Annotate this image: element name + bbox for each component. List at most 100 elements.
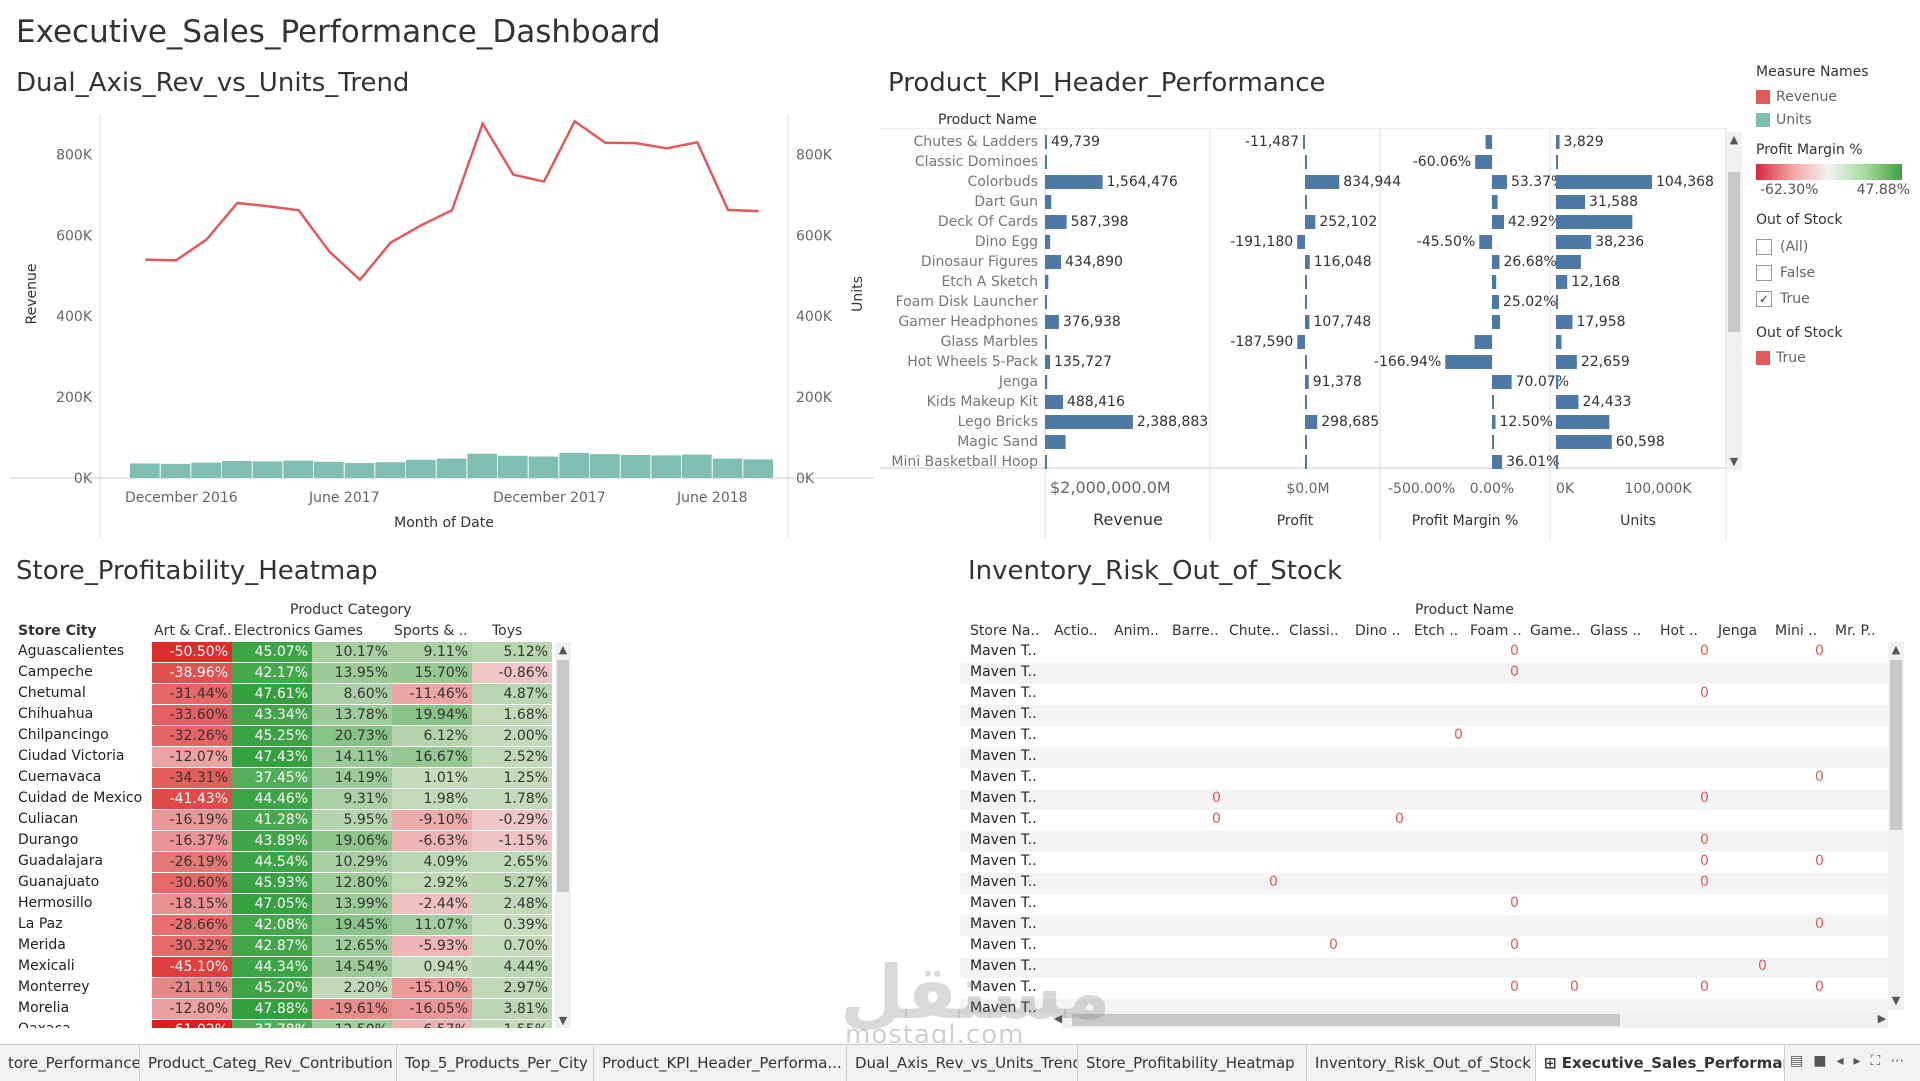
heatmap-cell[interactable]: 12.50% [312, 1020, 392, 1028]
heatmap-cell[interactable]: 19.94% [392, 705, 472, 725]
heatmap-cell[interactable]: -0.29% [472, 810, 552, 830]
heatmap-cell[interactable]: 37.45% [232, 768, 312, 788]
heatmap-cell[interactable]: 45.07% [232, 642, 312, 662]
heatmap-cell[interactable]: -6.63% [392, 831, 472, 851]
inventory-zero-mark[interactable]: 0 [1700, 853, 1709, 869]
heatmap-cell[interactable]: 12.65% [312, 936, 392, 956]
heatmap-cell[interactable]: 19.06% [312, 831, 392, 851]
heatmap-cell[interactable]: 0.94% [392, 957, 472, 977]
filter-option-true[interactable]: ✓ True [1756, 288, 1916, 307]
heatmap-cell[interactable]: -34.31% [152, 768, 232, 788]
inventory-zero-mark[interactable]: 0 [1329, 937, 1338, 953]
heatmap-cell[interactable]: -16.37% [152, 831, 232, 851]
inventory-scroll-down-icon[interactable]: ▼ [1891, 994, 1901, 1007]
heatmap-cell[interactable]: 16.67% [392, 747, 472, 767]
heatmap-cell[interactable]: 47.05% [232, 894, 312, 914]
heatmap-cell[interactable]: 42.08% [232, 915, 312, 935]
heatmap-cell[interactable]: -6.57% [392, 1020, 472, 1028]
tab-dual-axis[interactable]: Dual_Axis_Rev_vs_Units_Trend [847, 1045, 1078, 1081]
heatmap-cell[interactable]: 2.52% [472, 747, 552, 767]
heatmap-cell[interactable]: 47.43% [232, 747, 312, 767]
heatmap-cell[interactable]: 13.99% [312, 894, 392, 914]
heatmap-cell[interactable]: 1.55% [472, 1020, 552, 1028]
heatmap-cell[interactable]: -12.07% [152, 747, 232, 767]
heatmap-scroll-up-icon[interactable]: ▲ [558, 643, 568, 656]
heatmap-cell[interactable]: 14.11% [312, 747, 392, 767]
heatmap-cell[interactable]: -1.15% [472, 831, 552, 851]
checkbox-icon[interactable] [1756, 264, 1772, 281]
heatmap-cell[interactable]: 13.95% [312, 663, 392, 683]
checkbox-checked-icon[interactable]: ✓ [1756, 290, 1772, 307]
heatmap-cell[interactable]: 1.25% [472, 768, 552, 788]
heatmap-cell[interactable]: 3.81% [472, 999, 552, 1019]
heatmap-cell[interactable]: 45.20% [232, 978, 312, 998]
heatmap-cell[interactable]: 1.98% [392, 789, 472, 809]
heatmap-scroll-thumb[interactable] [557, 660, 569, 892]
heatmap-cell[interactable]: 9.11% [392, 642, 472, 662]
inventory-zero-mark[interactable]: 0 [1510, 643, 1519, 659]
heatmap-cell[interactable]: 47.88% [232, 999, 312, 1019]
inventory-zero-mark[interactable]: 0 [1700, 874, 1709, 890]
measure-item-units[interactable]: Units [1756, 109, 1916, 128]
heatmap-cell[interactable]: 45.25% [232, 726, 312, 746]
inventory-zero-mark[interactable]: 0 [1395, 811, 1404, 827]
heatmap-cell[interactable]: -9.10% [392, 810, 472, 830]
dual-axis-chart[interactable]: 800K 800K 600K 600K 400K 400K 200K 200K 0K 0K Dece… [10, 108, 880, 548]
heatmap-cell[interactable]: 10.29% [312, 852, 392, 872]
heatmap-cell[interactable]: 42.87% [232, 936, 312, 956]
heatmap-cell[interactable]: 43.34% [232, 705, 312, 725]
inventory-zero-mark[interactable]: 0 [1570, 979, 1579, 995]
inventory-hscroll-thumb[interactable] [1072, 1014, 1620, 1026]
tab-top5-products[interactable]: Top_5_Products_Per_City [397, 1045, 594, 1081]
inventory-zero-mark[interactable]: 0 [1700, 685, 1709, 701]
heatmap-cell[interactable]: 9.31% [312, 789, 392, 809]
heatmap-cell[interactable]: -30.60% [152, 873, 232, 893]
prev-tab-icon[interactable]: ◂ [1836, 1053, 1854, 1069]
inventory-zero-mark[interactable]: 0 [1815, 769, 1824, 785]
view-grid-icon[interactable]: ■ [1813, 1053, 1837, 1069]
kpi-scrollbar[interactable] [1726, 132, 1742, 470]
heatmap-cell[interactable]: 2.97% [472, 978, 552, 998]
heatmap-cell[interactable]: 5.95% [312, 810, 392, 830]
heatmap-cell[interactable]: -28.66% [152, 915, 232, 935]
heatmap-cell[interactable]: 5.27% [472, 873, 552, 893]
heatmap-cell[interactable]: -33.60% [152, 705, 232, 725]
heatmap-cell[interactable]: 19.45% [312, 915, 392, 935]
inventory-hscrollbar[interactable] [1062, 1012, 1888, 1028]
filter-option-all[interactable]: (All) [1756, 236, 1916, 255]
inventory-scroll-left-icon[interactable]: ◀ [1053, 1012, 1063, 1025]
kpi-scroll-down-icon[interactable]: ▼ [1729, 455, 1739, 468]
heatmap-scrollbar[interactable] [555, 642, 571, 1028]
heatmap-cell[interactable]: 43.89% [232, 831, 312, 851]
heatmap-cell[interactable]: -12.80% [152, 999, 232, 1019]
heatmap-cell[interactable]: 2.00% [472, 726, 552, 746]
heatmap-cell[interactable]: 0.39% [472, 915, 552, 935]
inventory-zero-mark[interactable]: 0 [1269, 874, 1278, 890]
inventory-zero-mark[interactable]: 0 [1454, 727, 1463, 743]
inventory-zero-mark[interactable]: 0 [1510, 895, 1519, 911]
filter-option-false[interactable]: False [1756, 262, 1916, 281]
inventory-zero-mark[interactable]: 0 [1700, 790, 1709, 806]
product-kpi-chart[interactable]: Chutes & Ladders 49,739 -11,487 3,829 Classi… [880, 128, 1740, 548]
heatmap-cell[interactable]: -32.26% [152, 726, 232, 746]
inventory-zero-mark[interactable]: 0 [1510, 979, 1519, 995]
color-legend-item-true[interactable]: True [1756, 347, 1916, 366]
heatmap-cell[interactable]: 10.17% [312, 642, 392, 662]
heatmap-cell[interactable]: -16.05% [392, 999, 472, 1019]
heatmap-cell[interactable]: -26.19% [152, 852, 232, 872]
heatmap-cell[interactable]: -11.46% [392, 684, 472, 704]
checkbox-icon[interactable] [1756, 238, 1772, 255]
heatmap-cell[interactable]: -31.44% [152, 684, 232, 704]
heatmap-cell[interactable]: -50.50% [152, 642, 232, 662]
tab-heatmap[interactable]: Store_Profitability_Heatmap [1078, 1045, 1307, 1081]
heatmap-cell[interactable]: 47.61% [232, 684, 312, 704]
measure-item-revenue[interactable]: Revenue [1756, 86, 1916, 105]
heatmap-cell[interactable]: 4.09% [392, 852, 472, 872]
heatmap-cell[interactable]: 41.28% [232, 810, 312, 830]
heatmap-cell[interactable]: -16.19% [152, 810, 232, 830]
heatmap-cell[interactable]: 45.93% [232, 873, 312, 893]
heatmap-cell[interactable]: 1.01% [392, 768, 472, 788]
more-icon[interactable]: ⋯ [1890, 1053, 1915, 1069]
inventory-zero-mark[interactable]: 0 [1815, 853, 1824, 869]
heatmap-cell[interactable]: 0.70% [472, 936, 552, 956]
